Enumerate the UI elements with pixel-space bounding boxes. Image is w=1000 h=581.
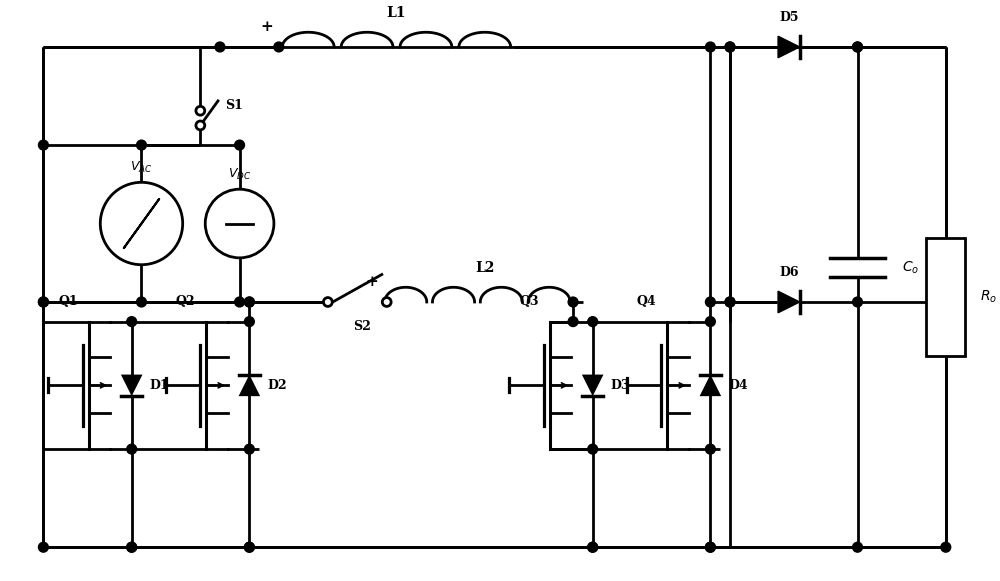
Circle shape xyxy=(382,297,391,306)
Circle shape xyxy=(588,542,598,552)
Circle shape xyxy=(38,140,48,150)
Circle shape xyxy=(705,317,715,327)
Text: Q4: Q4 xyxy=(637,296,656,309)
Polygon shape xyxy=(121,375,142,396)
Circle shape xyxy=(588,542,598,552)
Circle shape xyxy=(244,542,254,552)
Circle shape xyxy=(205,189,274,258)
Circle shape xyxy=(725,42,735,52)
Circle shape xyxy=(244,297,254,307)
Circle shape xyxy=(100,182,183,265)
Circle shape xyxy=(705,542,715,552)
Circle shape xyxy=(127,542,137,552)
Circle shape xyxy=(705,542,715,552)
Circle shape xyxy=(705,42,715,52)
Text: $C_o$: $C_o$ xyxy=(902,260,919,276)
Circle shape xyxy=(38,297,48,307)
Text: D4: D4 xyxy=(728,379,748,392)
Text: +: + xyxy=(261,20,273,34)
Text: D1: D1 xyxy=(149,379,169,392)
Circle shape xyxy=(725,42,735,52)
Circle shape xyxy=(127,317,137,327)
Circle shape xyxy=(127,542,137,552)
Circle shape xyxy=(588,444,598,454)
Circle shape xyxy=(274,42,284,52)
Circle shape xyxy=(127,444,137,454)
Circle shape xyxy=(588,317,598,327)
Bar xyxy=(926,238,965,356)
Circle shape xyxy=(235,297,244,307)
Circle shape xyxy=(244,297,254,307)
Text: Q2: Q2 xyxy=(176,296,195,309)
Text: S1: S1 xyxy=(225,99,243,112)
Text: D2: D2 xyxy=(267,379,287,392)
Text: +: + xyxy=(366,275,378,289)
Polygon shape xyxy=(239,375,260,396)
Circle shape xyxy=(725,297,735,307)
Circle shape xyxy=(725,297,735,307)
Text: L2: L2 xyxy=(475,261,494,275)
Circle shape xyxy=(38,542,48,552)
Circle shape xyxy=(323,297,332,306)
Circle shape xyxy=(235,140,244,150)
Circle shape xyxy=(244,317,254,327)
Circle shape xyxy=(196,106,205,115)
Text: Q3: Q3 xyxy=(519,296,539,309)
Text: D6: D6 xyxy=(779,266,799,279)
Text: $R_o$: $R_o$ xyxy=(980,289,997,305)
Polygon shape xyxy=(700,375,721,396)
Circle shape xyxy=(853,542,862,552)
Circle shape xyxy=(38,297,48,307)
Circle shape xyxy=(853,42,862,52)
Circle shape xyxy=(941,542,951,552)
Circle shape xyxy=(853,42,862,52)
Text: D3: D3 xyxy=(610,379,630,392)
Circle shape xyxy=(705,444,715,454)
Circle shape xyxy=(244,444,254,454)
Circle shape xyxy=(137,297,146,307)
Circle shape xyxy=(215,42,225,52)
Circle shape xyxy=(705,297,715,307)
Circle shape xyxy=(568,297,578,307)
Text: $V_{AC}$: $V_{AC}$ xyxy=(130,160,153,175)
Text: L1: L1 xyxy=(387,6,406,20)
Text: $V_{DC}$: $V_{DC}$ xyxy=(228,167,251,182)
Circle shape xyxy=(196,121,205,130)
Polygon shape xyxy=(778,291,800,313)
Circle shape xyxy=(244,542,254,552)
Text: S2: S2 xyxy=(353,320,371,333)
Text: Q1: Q1 xyxy=(58,296,78,309)
Circle shape xyxy=(568,317,578,327)
Polygon shape xyxy=(582,375,603,396)
Polygon shape xyxy=(778,36,800,58)
Circle shape xyxy=(853,297,862,307)
Text: D5: D5 xyxy=(779,11,799,24)
Circle shape xyxy=(137,140,146,150)
